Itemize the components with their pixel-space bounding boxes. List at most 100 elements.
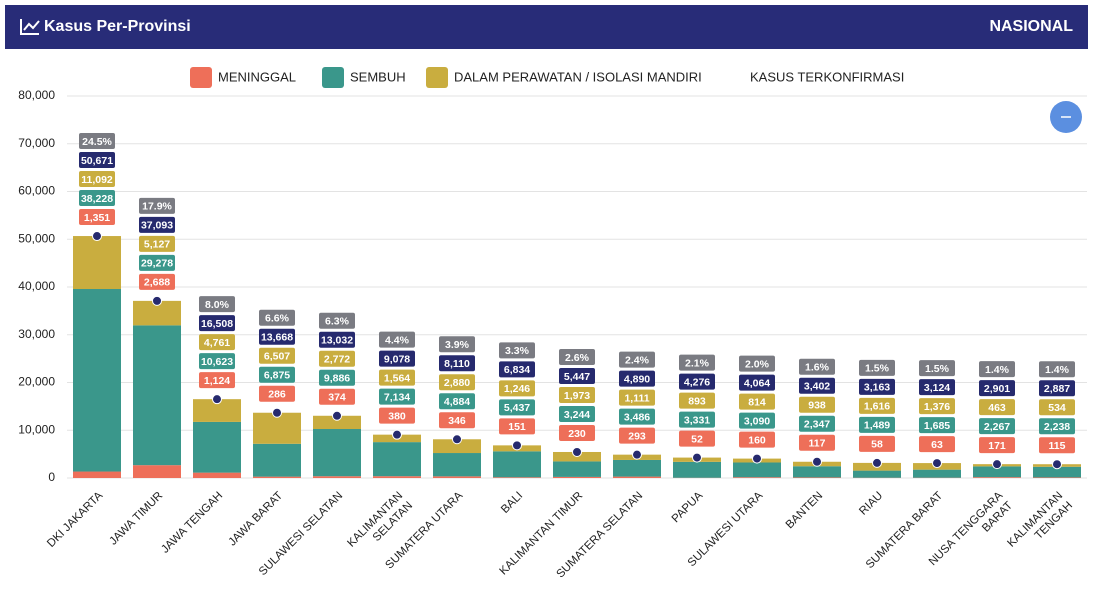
bar-segment xyxy=(133,325,181,466)
data-label: 1.4% xyxy=(985,364,1010,376)
data-label: 463 xyxy=(988,402,1006,414)
total-dot xyxy=(332,410,342,421)
bar-segment xyxy=(553,461,601,477)
data-label: 16,508 xyxy=(201,318,233,330)
data-label: 346 xyxy=(448,415,466,427)
data-label: 3.9% xyxy=(445,339,470,351)
bar-segment xyxy=(433,453,481,477)
total-dot xyxy=(692,452,702,463)
label-box xyxy=(139,235,175,252)
data-label: 2,347 xyxy=(804,419,830,431)
data-label: 6,507 xyxy=(264,351,290,363)
label-box xyxy=(139,197,175,214)
label-box xyxy=(439,336,475,353)
label-box xyxy=(979,418,1015,435)
label-box xyxy=(619,408,655,425)
bar-segment xyxy=(853,470,901,478)
label-box xyxy=(859,435,895,452)
data-label: 4,761 xyxy=(204,337,230,349)
total-dot xyxy=(272,407,282,418)
label-box xyxy=(559,348,595,365)
label-box xyxy=(79,133,115,150)
bar-segment xyxy=(733,477,781,478)
label-box xyxy=(259,328,295,345)
data-label: 1.5% xyxy=(865,363,890,375)
data-label: 10,623 xyxy=(201,356,233,368)
legend-swatch xyxy=(426,67,448,88)
bar-segment xyxy=(73,236,121,290)
data-label: 17.9% xyxy=(142,201,172,213)
data-label: 117 xyxy=(809,438,826,450)
y-tick-label: 50,000 xyxy=(18,231,55,245)
header-bar xyxy=(5,5,1088,49)
label-box xyxy=(559,367,595,384)
data-label: 2,688 xyxy=(144,277,170,289)
label-box xyxy=(739,393,775,410)
bar-segment xyxy=(313,476,361,478)
data-label: 171 xyxy=(988,440,1006,452)
label-box xyxy=(799,377,835,394)
bar-segment xyxy=(373,442,421,477)
data-label: 938 xyxy=(808,400,826,412)
legend-swatch xyxy=(322,67,344,88)
label-box xyxy=(259,366,295,383)
data-label: 1,973 xyxy=(564,390,590,402)
label-box xyxy=(919,379,955,396)
data-label: 293 xyxy=(628,430,646,442)
header-scope: NASIONAL xyxy=(989,18,1073,35)
total-dot xyxy=(1052,459,1062,470)
bar-segment xyxy=(193,472,241,478)
data-label: 2.4% xyxy=(625,354,650,366)
data-label: 8,110 xyxy=(444,358,470,370)
x-tick-label: BANTEN xyxy=(784,490,825,531)
label-box xyxy=(799,434,835,451)
x-tick-label: RIAU xyxy=(857,490,885,518)
label-box xyxy=(619,370,655,387)
label-box xyxy=(79,209,115,226)
label-box xyxy=(679,373,715,390)
bar-segment xyxy=(553,476,601,478)
data-label: 230 xyxy=(568,428,586,440)
header-title: Kasus Per-Provinsi xyxy=(44,18,191,35)
label-box xyxy=(319,388,355,405)
data-label: 3,124 xyxy=(924,382,950,394)
data-label: 2,267 xyxy=(984,421,1010,433)
y-tick-label: 30,000 xyxy=(18,327,55,341)
data-label: 13,032 xyxy=(321,335,353,347)
data-label: 1,685 xyxy=(924,420,950,432)
label-box xyxy=(1039,361,1075,378)
label-box xyxy=(199,296,235,313)
label-box xyxy=(859,397,895,414)
label-box xyxy=(619,351,655,368)
total-dot xyxy=(932,458,942,469)
label-box xyxy=(979,361,1015,378)
collapse-button[interactable] xyxy=(1050,101,1082,133)
label-box xyxy=(79,171,115,188)
label-box xyxy=(859,416,895,433)
data-label: 13,668 xyxy=(261,332,293,344)
data-label: 3,402 xyxy=(804,381,830,393)
data-label: 5,437 xyxy=(504,402,530,414)
chart-icon xyxy=(20,19,40,35)
label-box xyxy=(199,353,235,370)
total-dot xyxy=(212,394,222,405)
label-box xyxy=(739,412,775,429)
label-box xyxy=(979,399,1015,416)
label-box xyxy=(979,380,1015,397)
x-tick-label: KALIMANTANTENGAH xyxy=(1005,490,1075,560)
bar-segment xyxy=(253,476,301,478)
data-label: 9,886 xyxy=(324,373,350,385)
total-dot xyxy=(812,456,822,467)
bar-segment xyxy=(193,421,241,473)
data-label: 1,111 xyxy=(624,392,649,404)
data-label: 3.3% xyxy=(505,345,530,357)
x-tick-label: JAWA BARAT xyxy=(226,490,285,549)
y-tick-label: 20,000 xyxy=(18,375,55,389)
bar-segment xyxy=(73,471,121,478)
label-box xyxy=(739,374,775,391)
bar-segment xyxy=(313,429,361,477)
label-box xyxy=(679,430,715,447)
label-box xyxy=(1039,418,1075,435)
label-box xyxy=(799,415,835,432)
data-label: 1,564 xyxy=(384,372,410,384)
